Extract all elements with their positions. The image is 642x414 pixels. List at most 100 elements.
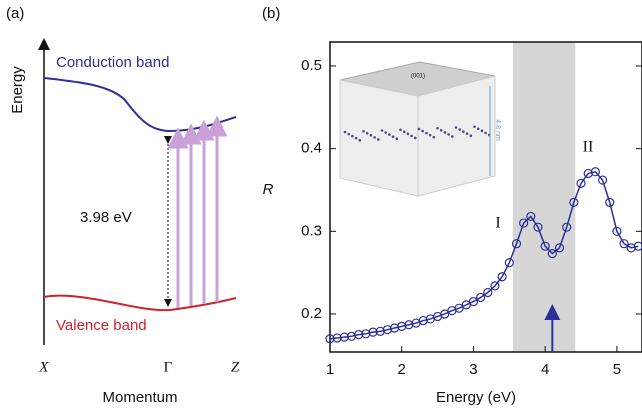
shaded-region <box>512 42 576 352</box>
y-tick-label: 0.2 <box>301 305 322 322</box>
atom <box>380 129 384 132</box>
data-point <box>533 222 543 232</box>
atom <box>362 129 365 133</box>
y-label: Energy <box>9 66 26 114</box>
x-label: Momentum <box>102 389 177 406</box>
data-point <box>540 241 550 251</box>
atom <box>473 125 476 129</box>
k-point: Γ <box>164 359 173 375</box>
atom <box>451 135 454 138</box>
data-point <box>562 222 572 232</box>
atom <box>343 130 347 134</box>
atom <box>436 126 439 130</box>
atom <box>351 134 354 138</box>
x-tick-label: 3 <box>469 361 477 378</box>
atom <box>417 127 421 131</box>
data-point <box>519 218 529 228</box>
y-tick-label: 0.3 <box>301 222 322 239</box>
inset: (001) 4.8 nm <box>339 61 501 197</box>
k-point: X <box>38 359 49 375</box>
atom <box>358 138 362 142</box>
atom <box>447 133 450 136</box>
x-label: Energy (eV) <box>436 389 516 406</box>
data-point <box>332 333 342 343</box>
atom <box>414 136 417 140</box>
atom <box>365 132 369 135</box>
x-tick-label: 4 <box>541 361 549 378</box>
conduction-band <box>43 77 237 133</box>
atom <box>384 131 388 134</box>
data-point <box>590 167 600 177</box>
inset-body <box>339 75 496 197</box>
inset-label: 4.8 nm <box>494 119 501 141</box>
panel-label: (b) <box>262 5 280 22</box>
panel-label: (a) <box>6 5 24 22</box>
data-point <box>633 241 642 251</box>
data-point <box>490 281 500 291</box>
atom <box>391 135 395 138</box>
atom <box>480 129 484 133</box>
atom <box>432 135 436 139</box>
data-point <box>339 332 349 342</box>
k-point: Z <box>231 359 240 375</box>
data-point <box>325 334 335 344</box>
data-point <box>612 226 622 236</box>
atom <box>484 131 487 135</box>
x-tick-label: 1 <box>326 361 334 378</box>
data-line <box>329 170 639 340</box>
atom <box>454 126 458 129</box>
peak-label: II <box>583 139 594 156</box>
y-tick-label: 0.5 <box>301 57 322 74</box>
atom <box>410 134 413 138</box>
data-point <box>511 239 522 249</box>
data-point <box>368 327 378 337</box>
atom <box>402 130 406 134</box>
data-point <box>354 330 364 340</box>
panel-a: (a) Energy Conduction band Valence band … <box>6 5 240 406</box>
data-point <box>476 292 486 303</box>
valence-band <box>43 294 237 312</box>
atom <box>439 129 443 132</box>
data-point <box>504 258 514 268</box>
data-point <box>497 272 507 282</box>
data-point <box>597 175 608 185</box>
data-point <box>483 287 493 298</box>
data-point <box>547 249 557 259</box>
inset-label: (001) <box>411 74 425 80</box>
atom <box>462 130 465 133</box>
x-tick-label: 2 <box>398 361 406 378</box>
atom <box>476 127 480 131</box>
atom <box>428 133 432 137</box>
atom <box>373 136 376 139</box>
atom <box>421 129 425 133</box>
atom <box>354 136 358 140</box>
peak-label: I <box>495 215 500 232</box>
plot-frame <box>329 41 642 353</box>
transitions <box>167 115 228 308</box>
atom <box>425 131 428 135</box>
atom <box>395 137 399 140</box>
atom <box>469 134 473 137</box>
y-label: R <box>263 181 274 198</box>
data-point <box>526 211 536 222</box>
atom <box>465 132 469 135</box>
conduction-label: Conduction band <box>56 54 169 71</box>
atom <box>347 132 351 136</box>
atom <box>458 128 462 131</box>
valence-label: Valence band <box>56 317 147 334</box>
x-tick-label: 5 <box>613 361 621 378</box>
data-point <box>576 178 586 188</box>
atom <box>369 134 373 137</box>
data-point <box>605 197 615 207</box>
panel-b: (b) Energy (eV) R <box>262 5 516 406</box>
atom <box>406 132 410 136</box>
atom <box>388 133 391 136</box>
atom <box>443 131 447 134</box>
data-point <box>554 243 565 253</box>
gap-label: 3.98 eV <box>80 209 132 226</box>
y-tick-label: 0.4 <box>301 140 322 157</box>
data-point <box>569 197 579 207</box>
atom <box>377 138 380 141</box>
data-point <box>468 296 479 307</box>
